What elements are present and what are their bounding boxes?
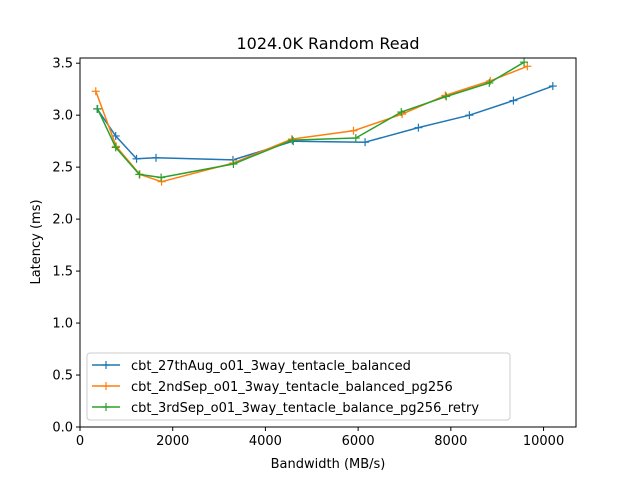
x-tick-label: 4000 [249, 434, 282, 449]
data-point [229, 160, 238, 169]
x-tick-label: 6000 [342, 434, 375, 449]
legend-item: cbt_27thAug_o01_3way_tentacle_balanced [92, 359, 411, 374]
data-point [135, 170, 144, 179]
legend-label: cbt_2ndSep_o01_3way_tentacle_balanced_pg… [131, 380, 453, 395]
data-point [288, 136, 297, 145]
series-3 [93, 58, 529, 182]
x-axis-title: Bandwidth (MB/s) [271, 457, 386, 472]
y-axis: 0.0 0.5 1.0 1.5 2.0 2.5 3.0 3.5 [52, 57, 80, 436]
data-point [157, 173, 166, 182]
plot-series-group [91, 58, 557, 186]
y-axis-title: Latency (ms) [29, 199, 44, 284]
x-tick-label: 0 [76, 434, 84, 449]
data-point [520, 58, 529, 67]
legend-item: cbt_2ndSep_o01_3way_tentacle_balanced_pg… [92, 380, 453, 395]
y-tick-label: 0.0 [52, 421, 73, 436]
data-point [442, 92, 451, 101]
legend: cbt_27thAug_o01_3way_tentacle_balancedcb… [86, 352, 511, 421]
legend-label: cbt_3rdSep_o01_3way_tentacle_balance_pg2… [131, 401, 479, 416]
data-point [414, 123, 423, 132]
x-tick-label: 10000 [523, 434, 564, 449]
y-tick-label: 3.0 [52, 109, 73, 124]
data-point [111, 143, 120, 152]
y-tick-label: 1.0 [52, 317, 73, 332]
data-point [349, 126, 358, 135]
chart-title: 1024.0K Random Read [236, 34, 419, 53]
y-tick-label: 2.5 [52, 161, 73, 176]
data-point [93, 104, 102, 113]
data-point [397, 108, 406, 117]
data-point [523, 62, 532, 71]
data-point [132, 154, 141, 163]
plot-frame [79, 57, 577, 428]
x-axis: 0 2000 4000 6000 8000 10000 [76, 427, 564, 449]
y-tick-label: 1.5 [52, 265, 73, 280]
data-point [351, 134, 360, 143]
data-point [509, 96, 518, 105]
data-point [485, 78, 494, 87]
legend-box [86, 352, 511, 421]
data-point [91, 87, 100, 96]
data-point [152, 153, 161, 162]
legend-label: cbt_27thAug_o01_3way_tentacle_balanced [131, 359, 411, 374]
y-tick-label: 2.0 [52, 213, 73, 228]
data-point [361, 138, 370, 147]
x-tick-label: 2000 [156, 434, 189, 449]
data-point [548, 82, 557, 91]
x-tick-label: 8000 [434, 434, 467, 449]
y-tick-label: 3.5 [52, 57, 73, 72]
y-tick-label: 0.5 [52, 369, 73, 384]
data-point [465, 111, 474, 120]
legend-item: cbt_3rdSep_o01_3way_tentacle_balance_pg2… [92, 401, 479, 416]
